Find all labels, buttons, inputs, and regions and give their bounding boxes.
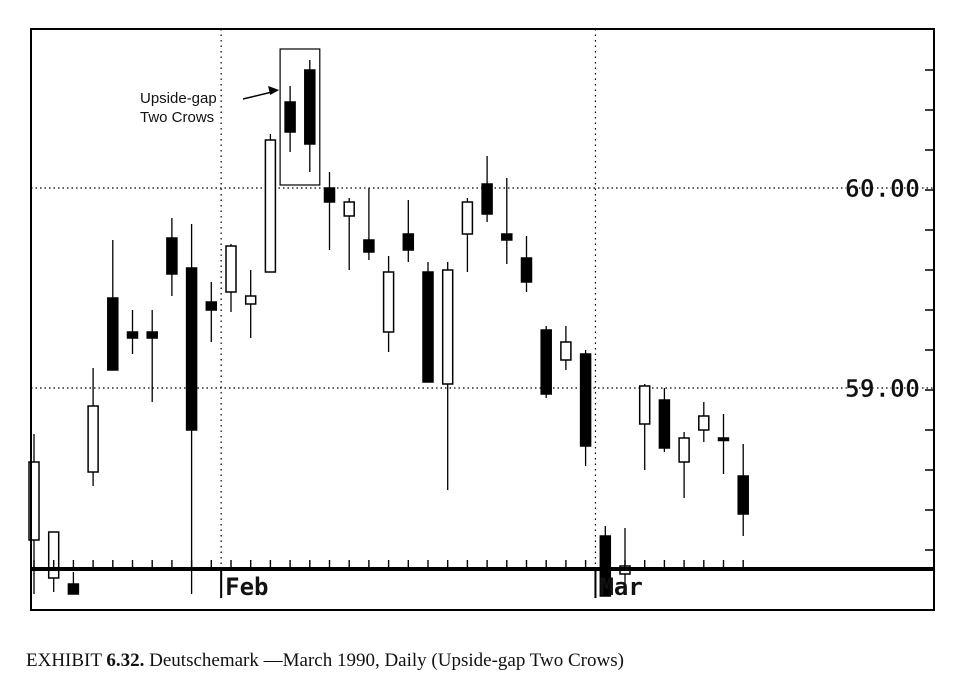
candle-body-black: [717, 437, 730, 442]
candle: [323, 172, 336, 250]
candle-body-white: [87, 405, 99, 473]
candle-body-white: [441, 269, 454, 385]
candle: [540, 326, 552, 398]
candle-body-black: [481, 183, 493, 215]
annotation-line-2: Two Crows: [140, 109, 214, 126]
candle-body-black: [422, 271, 434, 383]
candle-body-black: [284, 101, 296, 133]
x-tick-label: Mar: [599, 573, 642, 601]
candle-body-black: [107, 297, 119, 371]
candle: [441, 262, 454, 490]
candle-body-white: [244, 295, 257, 305]
candle-body-black: [304, 69, 316, 145]
candle: [67, 572, 80, 595]
candle: [422, 262, 434, 383]
candle-body-white: [698, 415, 710, 431]
candle-body-black: [146, 331, 158, 339]
candle: [225, 244, 237, 312]
candle-body-black: [501, 233, 513, 241]
candle-body-black: [579, 353, 592, 447]
candle-body-black: [205, 301, 218, 311]
candlestick-chart: 60.00 59.00 Feb Mar Upside-gap Two Crows: [28, 28, 935, 611]
candle-body-white: [461, 201, 474, 235]
candle-body-black: [658, 399, 671, 449]
caption-label: EXHIBIT: [26, 650, 102, 671]
candle: [402, 200, 415, 262]
candle: [304, 60, 316, 172]
candle: [461, 198, 474, 272]
candle: [343, 198, 355, 270]
candle: [638, 384, 651, 470]
candle-body-white: [225, 245, 237, 293]
candle-layer: [28, 60, 749, 597]
candle: [658, 388, 671, 452]
candle-body-black: [363, 239, 375, 253]
candle-body-white: [47, 531, 60, 579]
annotation-box: [279, 48, 321, 186]
candle: [146, 310, 158, 402]
y-gridline-label: 60.00: [845, 174, 920, 203]
candle: [698, 402, 710, 442]
caption-text: Deutschemark —March 1990, Daily (Upside-…: [149, 650, 624, 671]
plot-frame: [30, 28, 935, 569]
candle: [126, 310, 139, 354]
candle: [501, 178, 513, 264]
candle-body-white: [638, 385, 651, 425]
x-axis-strip: [30, 569, 935, 611]
candle: [87, 368, 99, 486]
annotation-layer: Upside-gap Two Crows: [140, 48, 321, 186]
x-tick-label: Feb: [225, 573, 268, 601]
candle: [107, 240, 119, 371]
candle: [520, 236, 533, 292]
candle-body-black: [737, 475, 749, 515]
candle: [244, 270, 257, 338]
figure-caption: EXHIBIT 6.32. Deutschemark —March 1990, …: [26, 650, 624, 672]
candle: [284, 86, 296, 152]
y-gridline-label: 59.00: [845, 374, 920, 403]
candle: [166, 218, 178, 296]
candle-body-white: [678, 437, 690, 463]
candle-body-black: [166, 237, 178, 275]
candle-body-white: [382, 271, 395, 333]
candle-body-black: [126, 331, 139, 339]
annotation-arrow-head: [268, 86, 280, 95]
candle: [264, 134, 277, 273]
axis-layer: Feb Mar: [30, 28, 935, 611]
candle: [382, 256, 395, 352]
grid-layer: 60.00 59.00: [31, 29, 934, 568]
candle-body-black: [185, 267, 198, 431]
candle: [481, 156, 493, 222]
candle-body-white: [28, 461, 40, 541]
candle: [717, 414, 730, 474]
candle: [579, 350, 592, 466]
candle: [205, 282, 218, 342]
annotation-line-1: Upside-gap: [140, 90, 217, 107]
candle: [737, 444, 749, 536]
candle-body-black: [323, 187, 336, 203]
candle-body-white: [264, 139, 277, 273]
candle-body-black: [520, 257, 533, 283]
candle-body-white: [343, 201, 355, 217]
candle: [560, 326, 572, 370]
candle-body-black: [402, 233, 415, 251]
candle-body-black: [67, 583, 80, 595]
candle-body-white: [560, 341, 572, 361]
candle-body-black: [540, 329, 552, 395]
candle: [363, 188, 375, 260]
caption-number: 6.32.: [106, 650, 145, 671]
candle: [678, 432, 690, 498]
candle: [185, 224, 198, 594]
